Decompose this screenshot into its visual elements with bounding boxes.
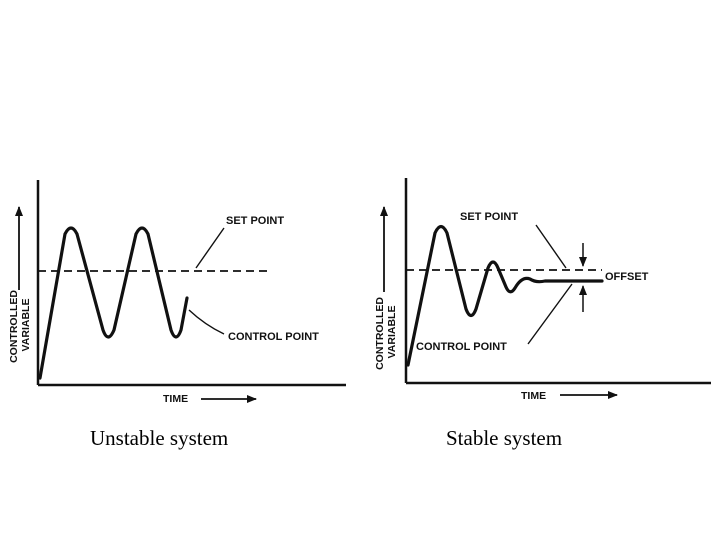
left-y-axis-label: CONTROLLED VARIABLE	[8, 287, 32, 363]
unstable-caption: Unstable system	[90, 426, 229, 450]
stable-caption: Stable system	[446, 426, 563, 450]
left-oscillation-curve	[38, 226, 189, 380]
right-control-point-leader	[527, 283, 573, 345]
right-control-point-label: CONTROL POINT	[416, 341, 507, 353]
left-control-point-leader	[188, 309, 225, 335]
left-control-point-label: CONTROL POINT	[228, 331, 319, 343]
right-damped-curve	[406, 224, 604, 367]
offset-label: OFFSET	[605, 271, 649, 283]
right-x-axis-label: TIME	[521, 390, 546, 402]
left-set-point-label: SET POINT	[226, 215, 284, 227]
right-set-point-label: SET POINT	[460, 211, 518, 223]
unstable-diagram: CONTROLLED VARIABLE SET POINT CONTROL PO…	[8, 180, 346, 405]
right-set-point-leader	[535, 224, 567, 269]
right-y-axis-label: CONTROLLED VARIABLE	[374, 294, 398, 370]
left-set-point-leader	[195, 227, 225, 269]
stable-diagram: CONTROLLED VARIABLE OFFSET SET POINT CON…	[374, 178, 711, 402]
left-x-axis-label: TIME	[163, 393, 188, 405]
